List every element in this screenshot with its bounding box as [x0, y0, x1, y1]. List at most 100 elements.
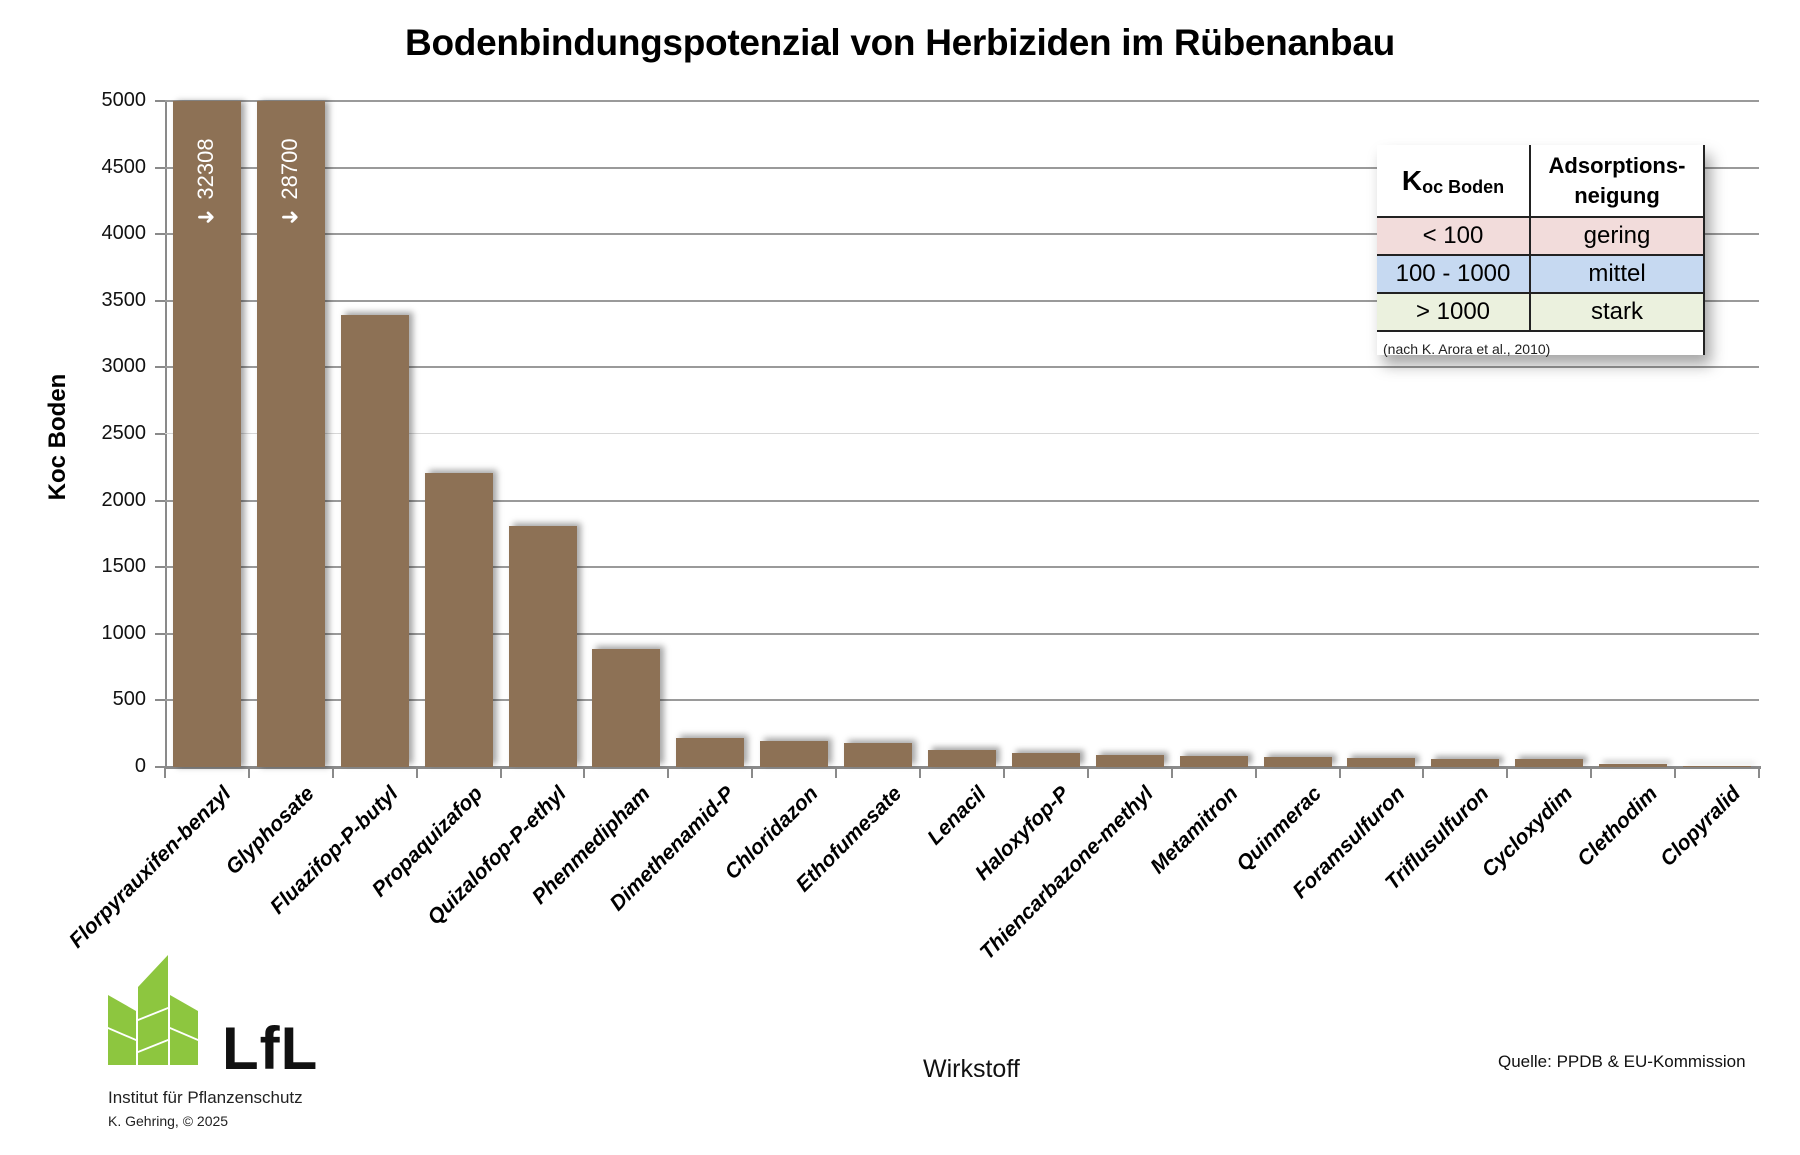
lfl-logo-icon [108, 955, 198, 1065]
x-tick [1254, 768, 1257, 778]
y-tick-label: 2000 [101, 488, 147, 511]
legend-row-low: < 100 gering [1377, 216, 1703, 255]
bar-thiencarbazone-methyl [1095, 754, 1164, 767]
y-tick [155, 766, 165, 768]
x-tick [415, 768, 418, 778]
x-tick [164, 768, 166, 778]
arrow-up-icon: ➜ [196, 203, 216, 229]
leaf-shapes [108, 955, 198, 1065]
y-tick [155, 433, 165, 435]
gridline [165, 366, 1759, 369]
legend-level: stark [1530, 292, 1703, 331]
x-tick [331, 768, 334, 778]
y-tick [155, 233, 165, 236]
arrow-up-icon: ➜ [280, 203, 300, 229]
y-axis-title: Koc Boden [44, 373, 71, 501]
y-tick-label: 1000 [101, 621, 147, 644]
bar-value-annotation: ➜ 32308 [193, 138, 219, 228]
y-tick-label: 2500 [101, 422, 147, 444]
y-tick [155, 499, 165, 502]
legend-row-medium: 100 - 1000 mittel [1377, 254, 1703, 293]
bar-glyphosate [256, 101, 325, 767]
y-tick [155, 699, 165, 702]
x-tick-label: Clopyralid [1656, 782, 1746, 871]
y-tick-label: 3000 [101, 355, 147, 378]
annotation-value: 28700 [276, 138, 302, 200]
y-tick-label: 5000 [101, 89, 147, 111]
legend-citation: (nach K. Arora et al., 2010) [1377, 330, 1703, 360]
legend-range: > 1000 [1377, 292, 1531, 331]
y-tick [155, 100, 165, 102]
x-tick [919, 768, 922, 778]
x-tick-label: Quizalofop-P-ethyl [423, 782, 571, 930]
data-source: Quelle: PPDB & EU-Kommission [1498, 1052, 1746, 1071]
x-tick [751, 768, 754, 778]
x-tick [1002, 768, 1005, 778]
y-tick [155, 299, 165, 302]
y-tick-label: 500 [112, 688, 146, 711]
bar-quinmerac [1263, 756, 1332, 767]
bar-lenacil [928, 750, 996, 767]
bar-chloridazon [760, 741, 829, 767]
x-tick [667, 768, 670, 778]
bar-clethodim [1599, 764, 1668, 767]
x-tick [1170, 768, 1173, 778]
author-copyright: K. Gehring, © 2025 [108, 1113, 229, 1129]
y-tick [155, 366, 165, 369]
y-tick-label: 4500 [101, 155, 147, 178]
x-tick-label: Florpyrauxifen-benzyl [64, 782, 236, 953]
x-tick [1674, 768, 1677, 778]
y-tick [155, 632, 165, 635]
bar-propaquizafop [424, 472, 493, 767]
x-tick [583, 768, 586, 778]
x-tick [1338, 768, 1341, 778]
gridline [165, 699, 1759, 702]
koc-legend-table: Koc Boden Adsorptions-neigung < 100 geri… [1377, 145, 1705, 360]
x-tick [247, 768, 250, 778]
gridline [165, 299, 1759, 302]
y-tick-label: 1500 [101, 555, 147, 578]
bar-quizalofop-p-ethyl [508, 525, 577, 767]
bar-clopyralid [1683, 766, 1752, 767]
legend-level: gering [1530, 216, 1703, 255]
x-tick [1590, 768, 1593, 778]
gridline [165, 166, 1759, 169]
y-tick-label: 3500 [101, 288, 147, 311]
bar-florpyrauxifen-benzyl [172, 101, 241, 767]
legend-range: < 100 [1377, 216, 1531, 255]
y-tick-label: 0 [134, 755, 146, 777]
gridline [165, 499, 1759, 502]
bar-haloxyfop-p [1011, 753, 1080, 767]
x-tick-label: Metamitron [1145, 782, 1242, 879]
legend-range: 100 - 1000 [1377, 254, 1531, 293]
y-tick [155, 166, 165, 169]
gridline [165, 433, 1759, 434]
lfl-logo-text: LfL [222, 1015, 319, 1082]
x-axis-title: Wirkstoff [923, 1055, 1020, 1083]
gridline [165, 233, 1759, 236]
x-tick [1086, 768, 1089, 778]
x-tick [1422, 768, 1425, 778]
bar-cycloxydim [1515, 759, 1584, 767]
legend-header-koc: Koc Boden [1377, 145, 1531, 217]
y-tick [155, 566, 165, 569]
institute-name: Institut für Pflanzenschutz [108, 1088, 303, 1107]
x-axis [165, 766, 1761, 769]
x-tick [499, 768, 502, 778]
gridline [165, 632, 1759, 635]
legend-header-adsorption: Adsorptions-neigung [1548, 152, 1686, 208]
legend-level: mittel [1530, 254, 1703, 293]
bar-dimethenamid-p [676, 737, 745, 767]
bar-phenmedipham [592, 648, 661, 767]
x-tick-label: Lenacil [922, 782, 991, 850]
x-tick-label: Thiencarbazone-methyl [975, 782, 1159, 965]
x-tick [835, 768, 838, 778]
bar-metamitron [1179, 755, 1248, 767]
y-tick-label: 4000 [101, 222, 147, 245]
y-axis [165, 101, 167, 768]
gridline [165, 566, 1759, 569]
x-tick [1758, 768, 1760, 778]
chart-title: Bodenbindungspotenzial von Herbiziden im… [405, 22, 1395, 63]
x-tick [1506, 768, 1509, 778]
